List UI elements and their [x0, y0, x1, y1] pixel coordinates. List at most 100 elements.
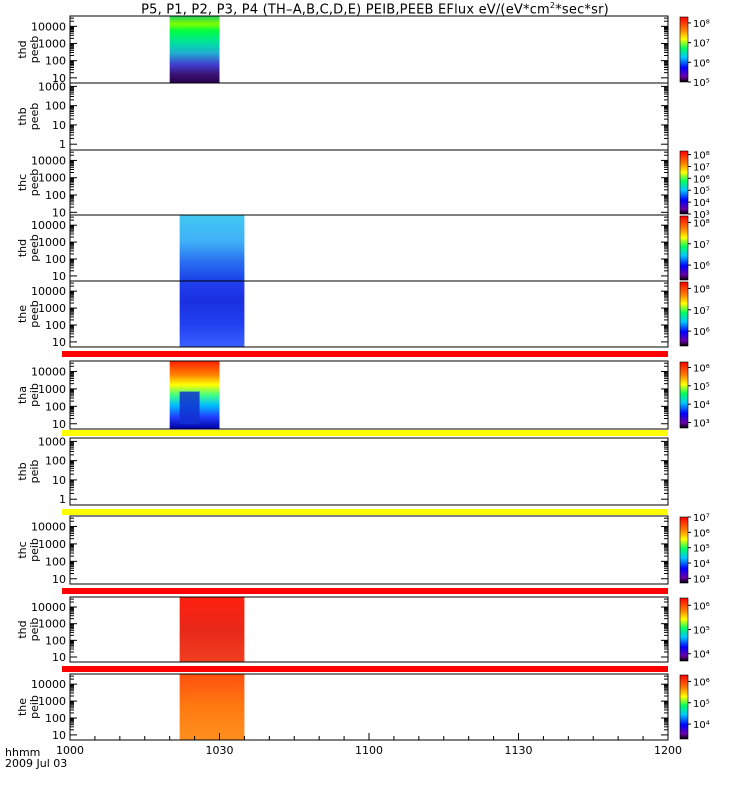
panel-label-line: thb [16, 107, 29, 125]
colorbar-thc-peeb [679, 150, 689, 215]
panel-label-line: peib [28, 695, 41, 719]
panel-frame [69, 280, 669, 348]
colorbar-tick-label: 10⁴ [693, 650, 710, 661]
colorbar-tick-label: 10⁶ [693, 174, 710, 185]
y-tick-label: 100 [45, 189, 66, 202]
y-tick-label: 100 [45, 400, 66, 413]
status-bar [62, 430, 668, 436]
panel-label-thd-peib: thdpeib [16, 618, 41, 642]
y-tick-label: 1000 [38, 618, 66, 631]
y-tick-label: 1000 [38, 236, 66, 249]
y-tick-label: 10000 [31, 20, 66, 33]
panel-label-thd-peeb: thdpeeb [16, 234, 41, 262]
y-tick-label: 1000 [38, 695, 66, 708]
colorbar-tick-label: 10⁵ [693, 699, 710, 710]
y-tick-label: 10 [52, 336, 66, 349]
colorbar-tick-label: 10⁵ [693, 186, 710, 197]
colorbar-tick-label: 10⁸ [693, 151, 710, 162]
colorbar-thd-peib [679, 597, 689, 662]
status-bar [62, 351, 668, 357]
colorbar-tick-label: 10⁶ [693, 261, 710, 272]
panel-label-thb-peib: thbpeib [16, 460, 41, 484]
colorbar-tick-label: 10⁷ [693, 39, 710, 50]
panel-label-line: peib [28, 383, 41, 407]
panel-label-line: the [16, 698, 29, 716]
y-tick-label: 1000 [38, 383, 66, 396]
panel-label-line: peib [28, 538, 41, 562]
colorbar-tha-peib [679, 361, 689, 429]
y-tick-label: 10 [52, 573, 66, 586]
colorbar-thc-peib [679, 516, 689, 584]
y-tick-label: 1 [59, 493, 66, 506]
x-tick-label: 1130 [505, 744, 533, 757]
y-tick-label: 10000 [31, 154, 66, 167]
colorbar-tick-label: 10³ [693, 574, 710, 585]
x-tick-label: 1100 [355, 744, 383, 757]
colorbar-tick-label: 10⁴ [693, 198, 710, 209]
colorbar-tick-label: 10⁶ [693, 677, 710, 688]
y-tick-label: 10 [52, 206, 66, 219]
y-tick-label: 1000 [38, 435, 66, 448]
panel-label-line: thd [16, 40, 29, 58]
y-tick-label: 100 [45, 55, 66, 68]
panel-label-line: peib [28, 460, 41, 484]
panel-frame [69, 673, 669, 741]
colorbar-tick-label: 10⁸ [693, 218, 710, 229]
panel-label-line: thd [16, 239, 29, 257]
spectrogram-thd-peeb [169, 16, 220, 83]
y-tick-label: 10000 [31, 678, 66, 691]
panel-label-line: the [16, 305, 29, 323]
x-tick-label: 1000 [56, 744, 84, 757]
y-tick-label: 100 [45, 253, 66, 266]
panel-frame [69, 149, 669, 216]
status-bar [62, 666, 668, 672]
y-tick-label: 100 [45, 555, 66, 568]
y-tick-label: 10 [52, 651, 66, 664]
colorbar-tick-label: 10³ [693, 418, 710, 429]
date-label: 2009 Jul 03 [5, 757, 68, 770]
y-tick-label: 10000 [31, 520, 66, 533]
colorbar-tick-label: 10⁷ [693, 513, 710, 524]
y-tick-label: 10 [52, 418, 66, 431]
panel-label-thc-peib: thcpeib [16, 538, 41, 562]
panel-label-line: peeb [28, 234, 41, 262]
panel-label-the-peeb: thepeeb [16, 300, 41, 328]
colorbar-tick-label: 10⁵ [693, 78, 710, 89]
y-tick-label: 10000 [31, 365, 66, 378]
colorbar-thd-peeb [679, 215, 689, 281]
y-tick-label: 100 [45, 100, 66, 113]
panel-label-line: thc [16, 174, 29, 191]
panel-frame [69, 15, 669, 84]
panel-label-line: thd [16, 620, 29, 638]
y-tick-label: 1 [59, 138, 66, 151]
y-tick-label: 10000 [31, 601, 66, 614]
colorbar-tick-label: 10⁶ [693, 327, 710, 338]
panel-label-line: peeb [28, 169, 41, 197]
colorbar-the-peeb [679, 281, 689, 347]
y-tick-label: 1000 [38, 38, 66, 51]
y-tick-label: 100 [45, 712, 66, 725]
colorbar-tick-label: 10³ [693, 210, 710, 221]
colorbar-tick-label: 10⁴ [693, 400, 710, 411]
colorbar-tick-label: 10⁷ [693, 162, 710, 173]
colorbar-tick-label: 10⁷ [693, 306, 710, 317]
panel-frame [69, 360, 669, 430]
spectrogram-thd-peib [179, 597, 245, 662]
panel-label-line: peeb [28, 300, 41, 328]
panel-label-line: thb [16, 462, 29, 480]
colorbar-tick-label: 10⁶ [693, 364, 710, 375]
panel-label-line: peeb [28, 36, 41, 64]
panel-label-thc-peeb: thcpeeb [16, 169, 41, 197]
y-tick-label: 10 [52, 474, 66, 487]
panel-label-the-peib: thepeib [16, 695, 41, 719]
panel-label-line: peeb [28, 103, 41, 131]
chart-title: P5, P1, P2, P3, P4 (TH–A,B,C,D,E) PEIB,P… [141, 1, 609, 18]
spectrogram-thd-peeb [179, 215, 245, 281]
colorbar-tick-label: 10⁴ [693, 720, 710, 731]
y-tick-label: 100 [45, 319, 66, 332]
colorbar-tick-label: 10⁸ [693, 19, 710, 30]
y-tick-label: 10 [52, 119, 66, 132]
y-tick-label: 10 [52, 729, 66, 742]
x-tick-label: 1030 [206, 744, 234, 757]
